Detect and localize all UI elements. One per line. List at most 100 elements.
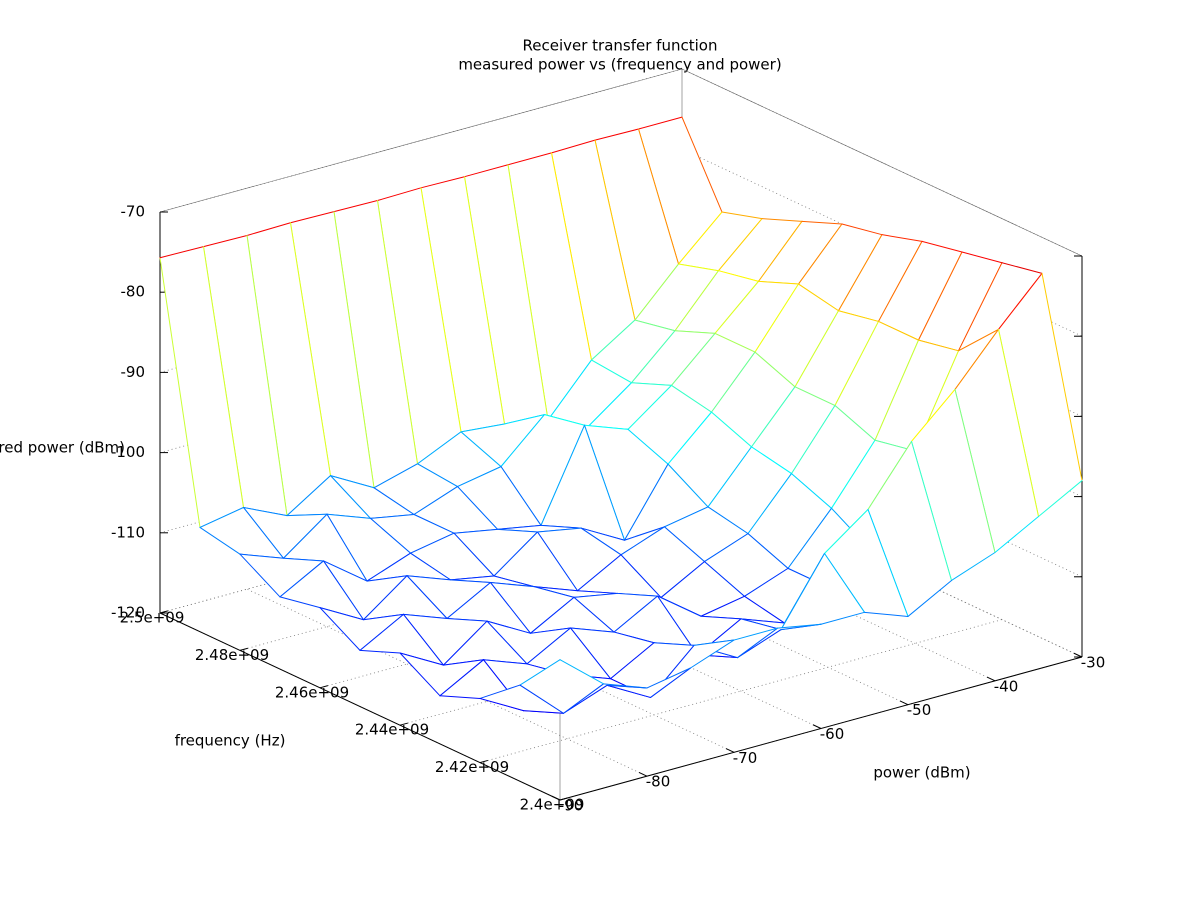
y-tick: [812, 724, 822, 729]
mesh-edge: [326, 513, 371, 519]
mesh-edge: [413, 486, 458, 516]
mesh-edge: [486, 620, 528, 665]
mesh-edge: [403, 613, 448, 620]
surface-face: [918, 252, 1002, 351]
mesh-edge: [283, 557, 324, 562]
mesh-edge: [453, 532, 495, 577]
surface-face: [624, 464, 708, 541]
mesh-edge: [239, 553, 281, 598]
mesh-edge: [620, 554, 662, 599]
mesh-edge: [443, 620, 488, 666]
chart-subtitle: measured power vs (frequency and power): [458, 56, 781, 74]
mesh-edge: [319, 607, 361, 651]
y-tick-label: -40: [994, 677, 1019, 695]
mesh-edge: [824, 553, 865, 613]
surface-face: [377, 187, 461, 464]
surface-face: [447, 582, 531, 634]
surface-face: [704, 533, 788, 597]
surface-face: [835, 321, 919, 441]
mesh-edge: [591, 359, 632, 384]
surface-face: [480, 685, 564, 714]
mesh-edge: [751, 386, 796, 448]
mesh-edge: [657, 595, 702, 617]
mesh-edge: [594, 139, 636, 321]
z-tick-label: -80: [121, 283, 146, 301]
surface-face: [635, 264, 719, 331]
z-tick-label: -100: [111, 443, 145, 461]
mesh-edge: [540, 524, 582, 529]
surface-face: [334, 200, 418, 488]
mesh-edge: [551, 139, 596, 154]
surface-face: [537, 528, 621, 591]
mesh-edge: [540, 424, 585, 526]
mesh-edge: [613, 631, 655, 644]
mesh-edge: [199, 507, 244, 528]
surface-face: [410, 533, 494, 580]
mesh-edge: [497, 524, 542, 530]
mesh-edge: [961, 251, 1003, 264]
mesh-edge: [794, 386, 836, 407]
mesh-edge: [530, 596, 575, 634]
mesh-edge: [479, 697, 524, 712]
mesh-edge: [878, 240, 923, 322]
mesh-edge: [707, 506, 749, 535]
mesh-edge: [874, 339, 919, 441]
surface-face: [287, 475, 371, 519]
mesh-edge: [330, 475, 371, 519]
mesh-edge: [366, 552, 411, 582]
mesh-edge: [580, 527, 625, 541]
mesh-edge: [493, 531, 538, 577]
mesh-edge: [523, 710, 564, 714]
mesh-edge: [373, 463, 418, 489]
surface-face: [678, 212, 762, 271]
surface-face: [490, 582, 574, 634]
mesh-edge: [831, 439, 876, 509]
mesh-edge: [493, 575, 535, 588]
mesh-edge: [718, 218, 763, 272]
surface-face: [701, 596, 785, 624]
mesh-edge: [878, 320, 919, 341]
mesh-edge: [711, 411, 752, 448]
mesh-edge: [573, 596, 615, 633]
surface-face: [584, 425, 668, 541]
mesh-edge: [490, 582, 535, 588]
box-edge: [159, 68, 683, 213]
surface-face: [200, 507, 284, 559]
surface-face: [751, 386, 835, 474]
mesh-edge: [246, 234, 288, 517]
mesh-edge: [834, 320, 879, 407]
mesh-edge: [464, 176, 505, 425]
surface-face: [664, 506, 748, 562]
mesh-edge: [998, 272, 1043, 330]
surface-face: [668, 412, 752, 507]
surface-face: [591, 320, 675, 383]
mesh-edge: [958, 328, 999, 352]
mesh-edge: [333, 211, 375, 489]
surface-face: [577, 554, 661, 598]
x-tick-label: 2.4e+09: [520, 796, 585, 814]
surface-face: [595, 129, 679, 321]
mesh-edge: [570, 627, 615, 633]
mesh-edge: [460, 423, 505, 433]
mesh-edge: [286, 513, 328, 517]
mesh-edge: [577, 554, 622, 592]
surface-face: [403, 614, 487, 666]
mesh-edge: [911, 440, 952, 581]
y-tick-label: -50: [907, 701, 932, 719]
surface-face: [548, 360, 632, 427]
y-tick: [986, 676, 996, 682]
mesh-edge: [286, 475, 331, 517]
surface-face: [280, 560, 364, 620]
mesh-edge: [838, 310, 879, 322]
mesh-edge: [798, 223, 843, 285]
mesh-edge: [958, 262, 1003, 352]
surface-face: [614, 596, 698, 655]
surface-face: [824, 509, 908, 617]
mesh-edge: [998, 328, 1039, 518]
surface-face: [363, 575, 447, 620]
surface-face: [367, 553, 451, 582]
mesh-edge: [667, 463, 709, 508]
mesh-edge: [570, 627, 611, 680]
mesh-edge: [580, 527, 622, 556]
mesh-edge: [834, 405, 876, 441]
